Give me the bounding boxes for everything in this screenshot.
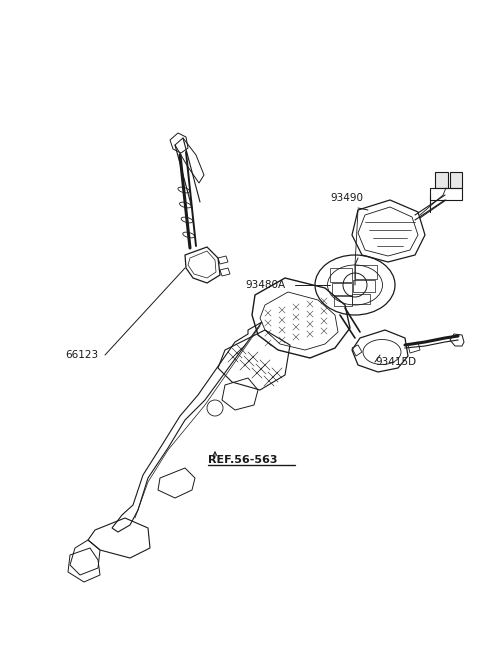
Polygon shape — [435, 172, 448, 188]
Bar — [332, 283, 352, 295]
Polygon shape — [450, 172, 462, 188]
Bar — [352, 294, 370, 304]
Bar — [334, 296, 352, 306]
Bar — [353, 280, 375, 292]
Text: 93490: 93490 — [330, 193, 363, 203]
Text: 93480A: 93480A — [245, 280, 285, 290]
Bar — [330, 268, 352, 282]
Text: 66123: 66123 — [65, 350, 98, 360]
Text: 93415D: 93415D — [375, 357, 416, 367]
Bar — [355, 265, 377, 279]
Text: REF.56-563: REF.56-563 — [208, 455, 277, 465]
